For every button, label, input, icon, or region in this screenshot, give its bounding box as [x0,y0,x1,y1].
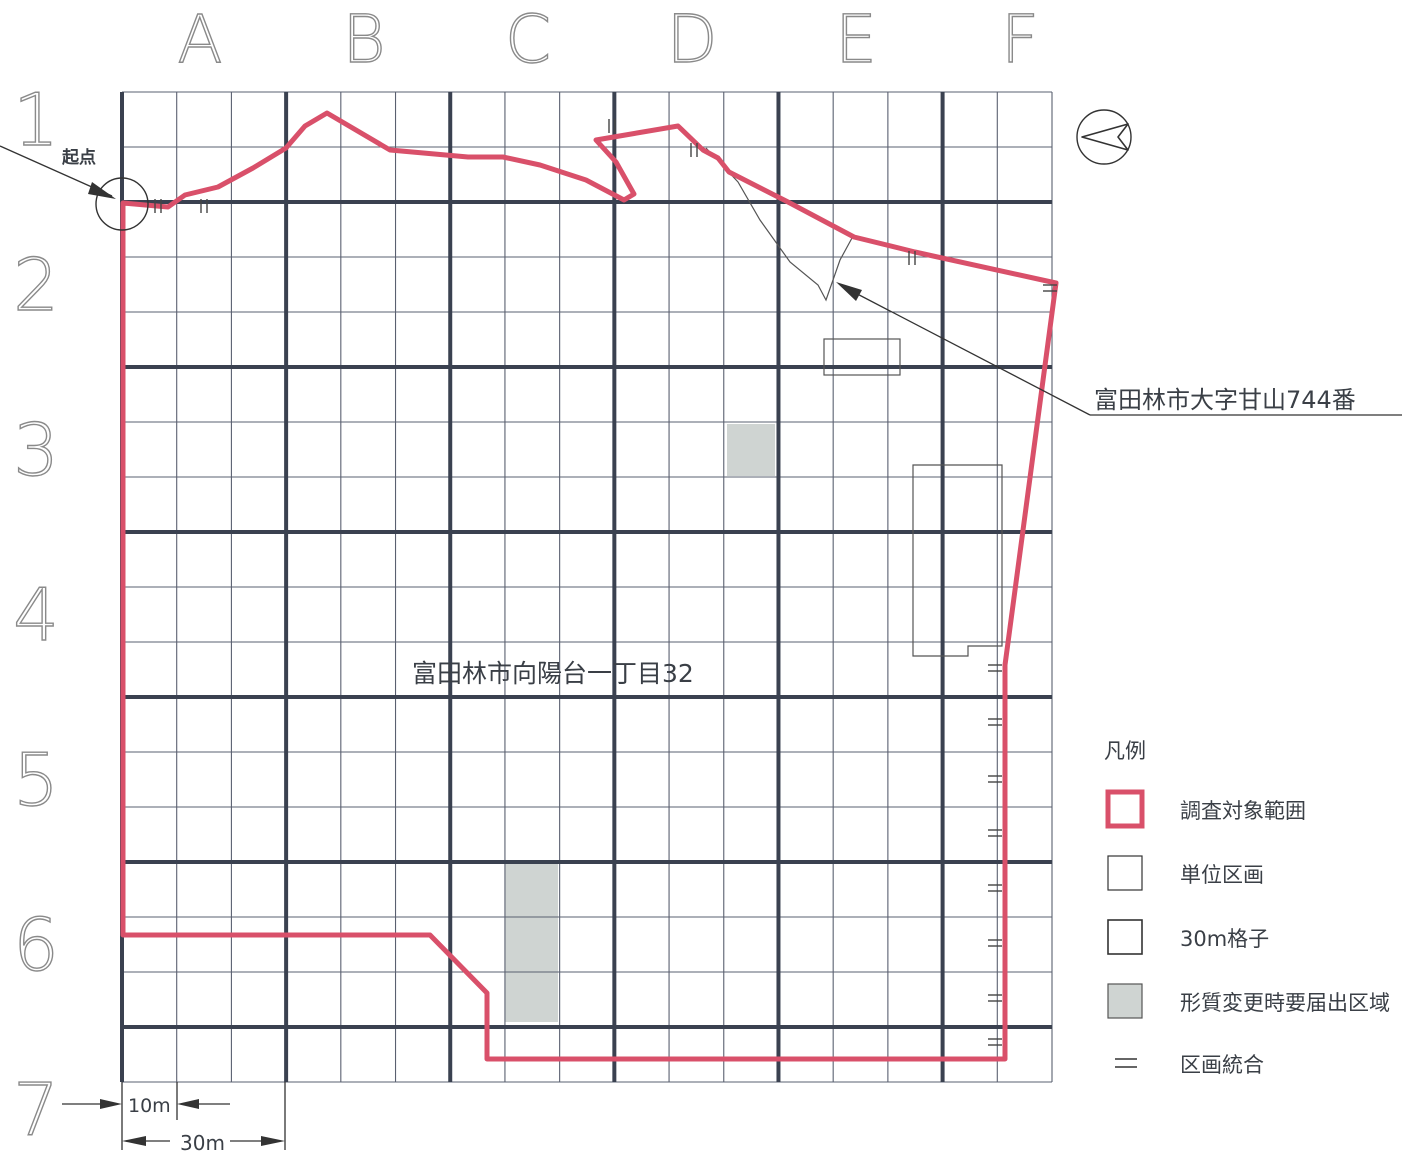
legend: 凡例 調査対象範囲 単位区画 30m格子 形質変更時要届出区域 区画統合 [1104,739,1390,1077]
legend-label-notify: 形質変更時要届出区域 [1180,991,1390,1015]
row-labels: 1 2 3 4 5 6 7 [12,77,59,1152]
col-label-a: A [177,1,222,78]
notify-cell-c6a [505,864,558,918]
row-label-6: 6 [13,903,59,987]
legend-label-grid30: 30m格子 [1180,927,1269,951]
start-point-label: 起点 [61,147,96,168]
north-arrow-circle [1076,109,1132,165]
scale-label-10m: 10m [128,1095,171,1117]
scale-bar [62,1082,286,1150]
legend-title: 凡例 [1104,739,1146,763]
row-label-3: 3 [13,408,59,492]
notification-cells [505,424,775,1022]
legend-swatch-notify [1107,983,1143,1019]
parcel-outline [705,147,853,302]
legend-label-unit: 単位区画 [1180,863,1264,887]
notify-cell-c6b [505,918,558,972]
building-small [823,338,901,376]
row-label-7: 7 [13,1068,59,1152]
unit-grid [122,91,1053,1083]
start-point: 起点 [0,145,149,231]
scale-arrow-right-head [177,1099,199,1109]
legend-swatch-unit [1107,855,1143,891]
scale-label-30m: 30m [180,1131,225,1155]
col-label-f: F [1001,1,1039,78]
parcel-pointer-arrowhead [836,282,862,301]
col-label-e: E [835,1,877,78]
scale-30-head-right [261,1136,285,1146]
legend-label-survey: 調査対象範囲 [1180,799,1306,823]
building-outlines [705,147,1003,657]
legend-label-merge: 区画統合 [1180,1053,1264,1077]
survey-boundary [120,110,1059,1062]
column-labels: A B C D E F [177,0,1040,78]
building-large [912,464,1003,657]
start-point-circle [95,177,149,231]
parcel-pointer-line [841,285,1091,416]
north-arrow-head [1081,123,1129,151]
parcel-pointer: 富田林市大字甘山744番 [836,282,1402,416]
start-point-arrowhead [88,182,116,199]
row-label-4: 4 [13,573,59,657]
parcel-label: 富田林市大字甘山744番 [1094,386,1356,414]
row-label-5: 5 [13,738,59,822]
col-label-b: B [342,1,385,78]
row-label-2: 2 [13,243,59,327]
area-label: 富田林市向陽台一丁目32 [412,659,694,688]
notify-cell-c6c [505,972,558,1022]
notify-cell-d3 [727,424,775,476]
col-label-d: D [667,1,718,78]
merge-marks [154,119,1057,1046]
scale-30-head-left [122,1136,146,1146]
north-arrow-icon [1076,109,1132,165]
legend-swatch-grid30 [1107,919,1143,955]
scale-arrow-left-head [100,1099,122,1109]
col-label-c: C [505,1,551,78]
row-label-1: 1 [13,78,59,162]
legend-swatch-survey [1105,789,1145,829]
